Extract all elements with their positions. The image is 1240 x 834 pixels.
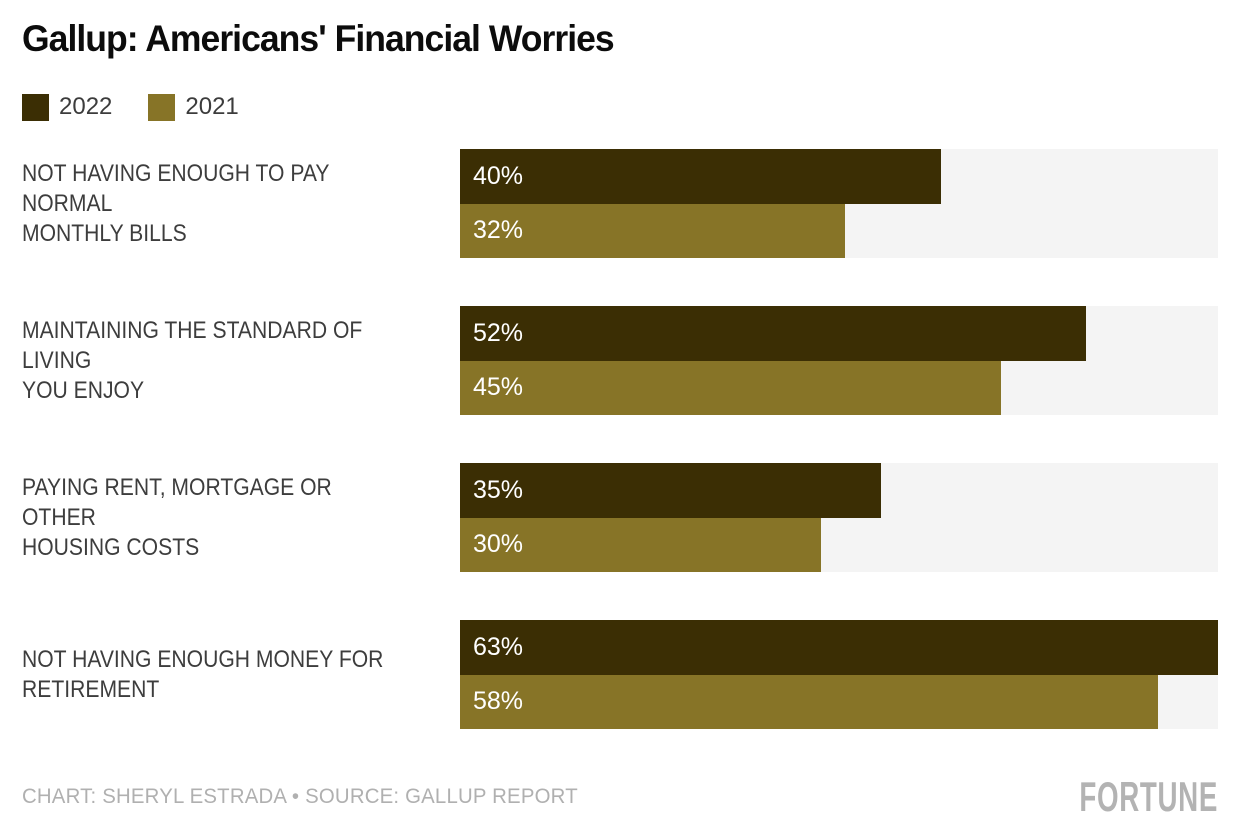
category-label: NOT HAVING ENOUGH TO PAY NORMAL MONTHLY … — [22, 159, 330, 247]
chart-row: NOT HAVING ENOUGH TO PAY NORMAL MONTHLY … — [22, 149, 1218, 258]
bar-value-label: 52% — [473, 318, 524, 347]
category-label: PAYING RENT, MORTGAGE OR OTHER HOUSING C… — [22, 473, 332, 561]
legend: 2022 2021 — [22, 93, 1218, 121]
page-title: Gallup: Americans' Financial Worries — [22, 18, 615, 59]
bar-group: 40% 32% — [460, 149, 1218, 258]
legend-swatch-2022 — [22, 93, 49, 121]
bar-value-label: 30% — [473, 530, 524, 559]
bar-track: 58% — [460, 674, 1218, 729]
bar-2021: 32% — [460, 203, 846, 258]
bar-value-label: 45% — [473, 373, 524, 402]
chart-footer: CHART: SHERYL ESTRADA • SOURCE: GALLUP R… — [22, 773, 1218, 821]
bar-track: 35% — [460, 463, 1218, 518]
fortune-logo: FORTUNE — [1079, 773, 1218, 820]
bar-2021: 30% — [460, 517, 821, 572]
bar-track: 63% — [460, 620, 1218, 675]
bar-group: 35% 30% — [460, 463, 1218, 572]
bar-value-label: 58% — [473, 687, 524, 716]
bar-track: 32% — [460, 203, 1218, 258]
credit-line: CHART: SHERYL ESTRADA • SOURCE: GALLUP R… — [22, 785, 578, 808]
bar-value-label: 32% — [473, 216, 524, 245]
bar-2022: 52% — [460, 306, 1086, 361]
chart-rows: NOT HAVING ENOUGH TO PAY NORMAL MONTHLY … — [22, 149, 1218, 729]
category-label: MAINTAINING THE STANDARD OF LIVING YOU E… — [22, 316, 363, 404]
bar-2021: 45% — [460, 360, 1002, 415]
legend-item-2021: 2021 — [148, 93, 239, 121]
chart-row: PAYING RENT, MORTGAGE OR OTHER HOUSING C… — [22, 463, 1218, 572]
legend-swatch-2021 — [148, 93, 176, 121]
bar-value-label: 35% — [473, 475, 524, 504]
legend-label-2021: 2021 — [185, 93, 239, 120]
bar-track: 40% — [460, 149, 1218, 204]
category-label: NOT HAVING ENOUGH MONEY FOR RETIREMENT — [22, 645, 384, 703]
chart-row: MAINTAINING THE STANDARD OF LIVING YOU E… — [22, 306, 1218, 415]
bar-value-label: 63% — [473, 632, 524, 661]
bar-track: 30% — [460, 517, 1218, 572]
bar-value-label: 40% — [473, 161, 524, 190]
bar-2022: 40% — [460, 149, 942, 204]
bar-group: 52% 45% — [460, 306, 1218, 415]
legend-label-2022: 2022 — [59, 93, 113, 120]
legend-item-2022: 2022 — [22, 93, 112, 121]
bar-2022: 35% — [460, 463, 882, 518]
bar-group: 63% 58% — [460, 620, 1218, 729]
bar-2021: 58% — [460, 674, 1158, 729]
bar-2022: 63% — [460, 620, 1218, 675]
bar-track: 45% — [460, 360, 1218, 415]
chart-row: NOT HAVING ENOUGH MONEY FOR RETIREMENT 63… — [22, 620, 1218, 729]
bar-track: 52% — [460, 306, 1218, 361]
